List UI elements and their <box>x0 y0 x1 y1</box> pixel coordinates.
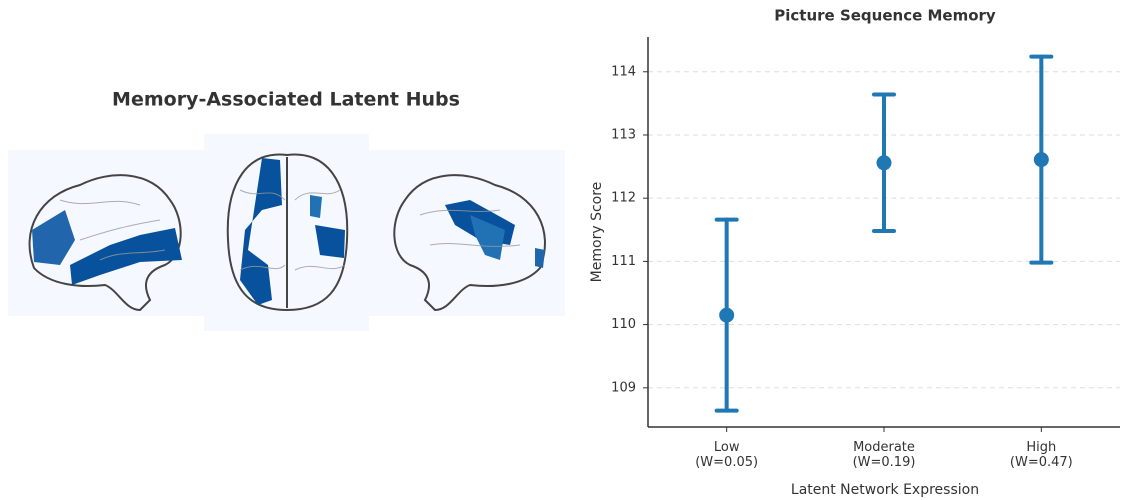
x-tick-label: Low(W=0.05) <box>695 440 758 470</box>
y-tick-label: 109 <box>611 380 636 395</box>
brain-views <box>8 134 565 331</box>
mean-point <box>719 308 734 323</box>
y-tick-label: 113 <box>611 127 636 142</box>
panel-title: Memory-Associated Latent Hubs <box>112 89 460 111</box>
y-tick-label: 114 <box>611 64 636 79</box>
y-tick-label: 111 <box>611 254 636 269</box>
chart-title: Picture Sequence Memory <box>774 7 996 25</box>
figure: Memory-Associated Latent Hubs Picture Se… <box>0 0 1121 500</box>
x-tick-label: Moderate(W=0.19) <box>853 440 916 470</box>
mean-point <box>877 155 892 170</box>
plot-area: 109 110 111 112 113 114 Low(W=0.05) Moderate(W=… <box>611 57 1120 470</box>
y-axis-label: Memory Score <box>589 182 605 283</box>
mean-point <box>1034 152 1049 167</box>
x-tick-label: High(W=0.47) <box>1010 440 1073 470</box>
x-axis-label: Latent Network Expression <box>791 482 979 498</box>
y-tick-label: 110 <box>611 317 636 332</box>
y-tick-label: 112 <box>611 191 636 206</box>
